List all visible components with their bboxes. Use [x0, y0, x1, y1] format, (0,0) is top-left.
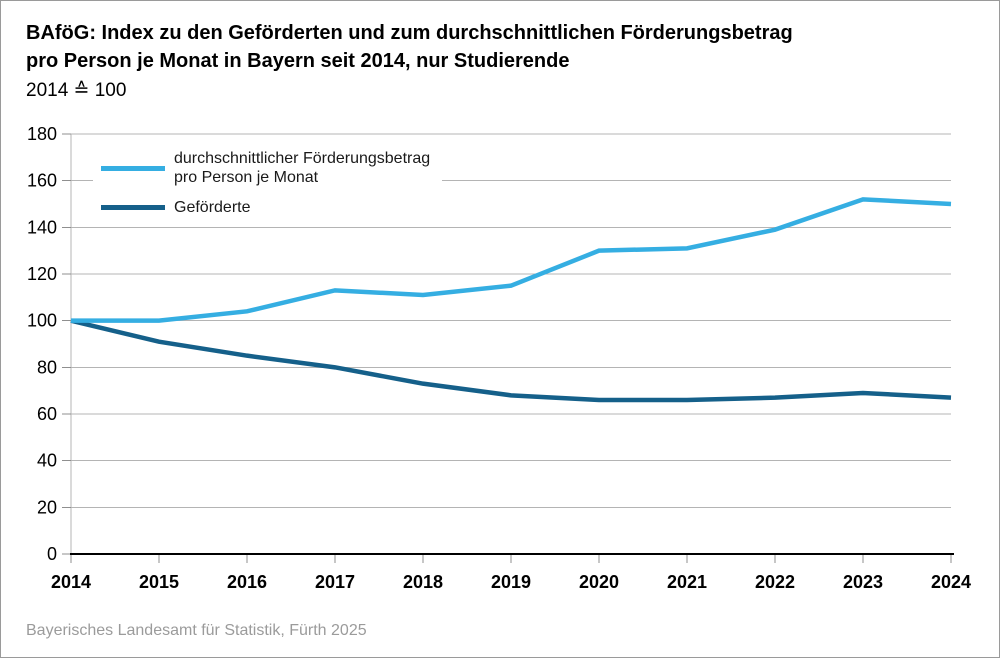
x-axis-label-2015: 2015 — [139, 572, 179, 592]
y-axis-label-100: 100 — [27, 311, 57, 331]
y-axis-label-80: 80 — [37, 357, 57, 377]
chart-subtitle: 2014 ≙ 100 — [26, 80, 127, 101]
x-axis-label-2014: 2014 — [51, 572, 91, 592]
x-axis-label-2021: 2021 — [667, 572, 707, 592]
legend-item-foerderungsbetrag: durchschnittlicher Förderungsbetrag pro … — [101, 149, 430, 187]
chart-title-line1: BAföG: Index zu den Geförderten und zum … — [26, 22, 793, 44]
y-axis-label-20: 20 — [37, 497, 57, 517]
x-axis-label-2022: 2022 — [755, 572, 795, 592]
y-axis-label-40: 40 — [37, 451, 57, 471]
legend-label-gefoerderte: Geförderte — [174, 199, 251, 216]
x-axis-label-2018: 2018 — [403, 572, 443, 592]
x-axis-label-2024: 2024 — [931, 572, 971, 592]
x-axis-label-2023: 2023 — [843, 572, 883, 592]
source-note: Bayerisches Landesamt für Statistik, Für… — [26, 622, 367, 639]
y-axis-label-120: 120 — [27, 264, 57, 284]
series-line-foerderungsbetrag — [71, 197, 952, 323]
legend-swatch-foerderungsbetrag-icon — [101, 165, 165, 171]
legend-item-gefoerderte: Geförderte — [101, 198, 430, 217]
chart-legend: durchschnittlicher Förderungsbetrag pro … — [93, 143, 443, 223]
y-axis-label-180: 180 — [27, 124, 57, 144]
x-axis-label-2020: 2020 — [579, 572, 619, 592]
chart-title-line2: pro Person je Monat in Bayern seit 2014,… — [26, 50, 570, 72]
x-axis-label-2017: 2017 — [315, 572, 355, 592]
y-axis-label-0: 0 — [47, 544, 57, 564]
x-axis-label-2016: 2016 — [227, 572, 267, 592]
legend-swatch-gefoerderte-icon — [101, 205, 165, 210]
y-axis-label-140: 140 — [27, 217, 57, 237]
y-axis-label-160: 160 — [27, 171, 57, 191]
x-axis-label-2019: 2019 — [491, 572, 531, 592]
series-line-gefoerderte — [70, 318, 952, 403]
legend-label-foerderungsbetrag: durchschnittlicher Förderungsbetrag pro … — [174, 150, 431, 186]
y-axis-label-60: 60 — [37, 404, 57, 424]
chart-title-block: BAföG: Index zu den Geförderten und zum … — [26, 19, 793, 104]
